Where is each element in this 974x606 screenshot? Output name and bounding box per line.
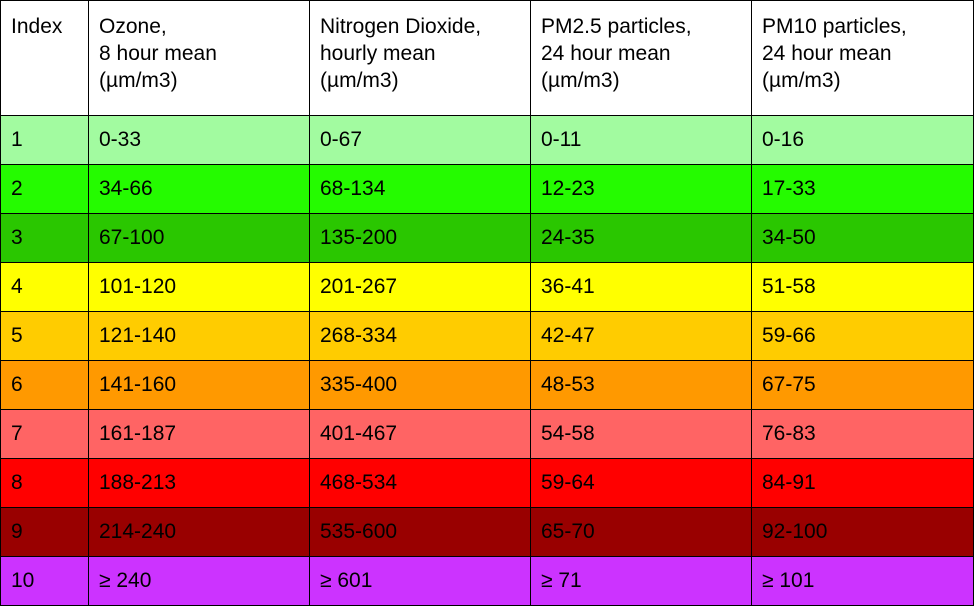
pm10-cell: 34-50 bbox=[751, 213, 974, 263]
index-cell: 2 bbox=[0, 164, 89, 214]
pm25-cell: 24-35 bbox=[530, 213, 752, 263]
pm10-cell: ≥ 101 bbox=[751, 556, 974, 606]
pm10-cell: 0-16 bbox=[751, 115, 974, 165]
ozone-cell: 161-187 bbox=[88, 409, 310, 459]
ozone-cell: 67-100 bbox=[88, 213, 310, 263]
table-row: 9 214-240 535-600 65-70 92-100 bbox=[0, 507, 974, 557]
header-nitrogen-dioxide: Nitrogen Dioxide, hourly mean (µm/m3) bbox=[309, 0, 531, 116]
nitrogen-dioxide-cell: 135-200 bbox=[309, 213, 531, 263]
nitrogen-dioxide-cell: 68-134 bbox=[309, 164, 531, 214]
nitrogen-dioxide-cell: 468-534 bbox=[309, 458, 531, 508]
pm10-cell: 17-33 bbox=[751, 164, 974, 214]
header-row: Index Ozone, 8 hour mean (µm/m3) Nitroge… bbox=[0, 0, 974, 116]
table-row: 8 188-213 468-534 59-64 84-91 bbox=[0, 458, 974, 508]
index-cell: 4 bbox=[0, 262, 89, 312]
nitrogen-dioxide-cell: 401-467 bbox=[309, 409, 531, 459]
pm10-cell: 59-66 bbox=[751, 311, 974, 361]
header-ozone: Ozone, 8 hour mean (µm/m3) bbox=[88, 0, 310, 116]
index-cell: 10 bbox=[0, 556, 89, 606]
table-row: 7 161-187 401-467 54-58 76-83 bbox=[0, 409, 974, 459]
table-row: 6 141-160 335-400 48-53 67-75 bbox=[0, 360, 974, 410]
index-cell: 8 bbox=[0, 458, 89, 508]
ozone-cell: 188-213 bbox=[88, 458, 310, 508]
table-row: 2 34-66 68-134 12-23 17-33 bbox=[0, 164, 974, 214]
ozone-cell: 214-240 bbox=[88, 507, 310, 557]
pm25-cell: 12-23 bbox=[530, 164, 752, 214]
nitrogen-dioxide-cell: 335-400 bbox=[309, 360, 531, 410]
pm10-cell: 67-75 bbox=[751, 360, 974, 410]
header-pm10: PM10 particles, 24 hour mean (µm/m3) bbox=[751, 0, 974, 116]
header-pm25: PM2.5 particles, 24 hour mean (µm/m3) bbox=[530, 0, 752, 116]
pm10-cell: 84-91 bbox=[751, 458, 974, 508]
ozone-cell: 141-160 bbox=[88, 360, 310, 410]
table-row: 3 67-100 135-200 24-35 34-50 bbox=[0, 213, 974, 263]
index-cell: 9 bbox=[0, 507, 89, 557]
pm25-cell: 0-11 bbox=[530, 115, 752, 165]
pm25-cell: 54-58 bbox=[530, 409, 752, 459]
index-cell: 6 bbox=[0, 360, 89, 410]
index-cell: 7 bbox=[0, 409, 89, 459]
pm10-cell: 92-100 bbox=[751, 507, 974, 557]
nitrogen-dioxide-cell: 268-334 bbox=[309, 311, 531, 361]
nitrogen-dioxide-cell: 535-600 bbox=[309, 507, 531, 557]
pm25-cell: 48-53 bbox=[530, 360, 752, 410]
pm25-cell: 65-70 bbox=[530, 507, 752, 557]
header-index: Index bbox=[0, 0, 89, 116]
index-cell: 1 bbox=[0, 115, 89, 165]
ozone-cell: 34-66 bbox=[88, 164, 310, 214]
pm25-cell: 59-64 bbox=[530, 458, 752, 508]
table-row: 4 101-120 201-267 36-41 51-58 bbox=[0, 262, 974, 312]
index-cell: 3 bbox=[0, 213, 89, 263]
ozone-cell: 121-140 bbox=[88, 311, 310, 361]
ozone-cell: ≥ 240 bbox=[88, 556, 310, 606]
table-row: 5 121-140 268-334 42-47 59-66 bbox=[0, 311, 974, 361]
pm25-cell: 42-47 bbox=[530, 311, 752, 361]
table-row: 1 0-33 0-67 0-11 0-16 bbox=[0, 115, 974, 165]
pm25-cell: ≥ 71 bbox=[530, 556, 752, 606]
ozone-cell: 0-33 bbox=[88, 115, 310, 165]
nitrogen-dioxide-cell: 201-267 bbox=[309, 262, 531, 312]
index-cell: 5 bbox=[0, 311, 89, 361]
pm10-cell: 76-83 bbox=[751, 409, 974, 459]
table-row: 10 ≥ 240 ≥ 601 ≥ 71 ≥ 101 bbox=[0, 556, 974, 606]
nitrogen-dioxide-cell: 0-67 bbox=[309, 115, 531, 165]
ozone-cell: 101-120 bbox=[88, 262, 310, 312]
nitrogen-dioxide-cell: ≥ 601 bbox=[309, 556, 531, 606]
pm25-cell: 36-41 bbox=[530, 262, 752, 312]
pm10-cell: 51-58 bbox=[751, 262, 974, 312]
